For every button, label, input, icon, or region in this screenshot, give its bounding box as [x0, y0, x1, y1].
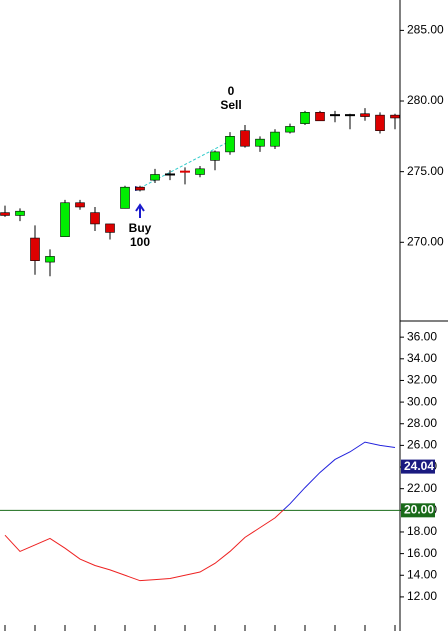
candle-body [120, 186, 130, 209]
y-tick-label: 30.00 [407, 394, 437, 408]
buy-arrow [135, 203, 145, 218]
trend-line [139, 139, 233, 189]
indicator-line [4, 510, 285, 582]
candle-body [240, 130, 250, 147]
candle-body [60, 202, 70, 237]
candle-body [255, 138, 265, 147]
candle-body [90, 212, 100, 225]
annotation: Buy [129, 221, 152, 235]
y-tick-label: 26.00 [407, 438, 437, 452]
value-badge [401, 459, 435, 474]
y-tick-label: 285.00 [407, 23, 444, 37]
y-tick-label: 34.00 [407, 351, 437, 365]
candle-body [390, 114, 400, 119]
y-tick-label: 12.00 [407, 589, 437, 603]
candle-body [45, 256, 55, 263]
value-badge [401, 503, 435, 518]
candle-body [150, 174, 160, 181]
value-badge-label: 20.00 [404, 502, 434, 516]
annotation: 0 [228, 84, 235, 98]
y-tick-label: 275.00 [407, 164, 444, 178]
candle-body [30, 237, 40, 261]
y-tick-label: 270.00 [407, 234, 444, 248]
candle-body [210, 151, 220, 161]
candle-body [135, 186, 145, 191]
candle-body [270, 131, 280, 147]
candle-body [285, 126, 295, 133]
annotation: Sell [220, 98, 241, 112]
candle-body [360, 113, 370, 117]
candle-body [0, 212, 10, 216]
y-tick-label: 36.00 [407, 329, 437, 343]
candle-body [195, 168, 205, 175]
candle-body [15, 210, 25, 216]
candle-body [75, 202, 85, 208]
annotation: 100 [130, 235, 150, 249]
value-badge-label: 24.04 [404, 459, 434, 473]
candle-body [105, 223, 115, 233]
indicator-line [282, 441, 396, 510]
y-tick-label: 28.00 [407, 416, 437, 430]
y-tick-label: 18.00 [407, 524, 437, 538]
candle-body [375, 114, 385, 131]
y-tick-label: 16.00 [407, 546, 437, 560]
y-tick-label: 14.00 [407, 567, 437, 581]
y-tick-label: 280.00 [407, 93, 444, 107]
candle-body [225, 136, 235, 153]
candle-body [300, 112, 310, 124]
candle-body [315, 112, 325, 122]
y-tick-label: 32.00 [407, 373, 437, 387]
y-tick-label: 22.00 [407, 481, 437, 495]
